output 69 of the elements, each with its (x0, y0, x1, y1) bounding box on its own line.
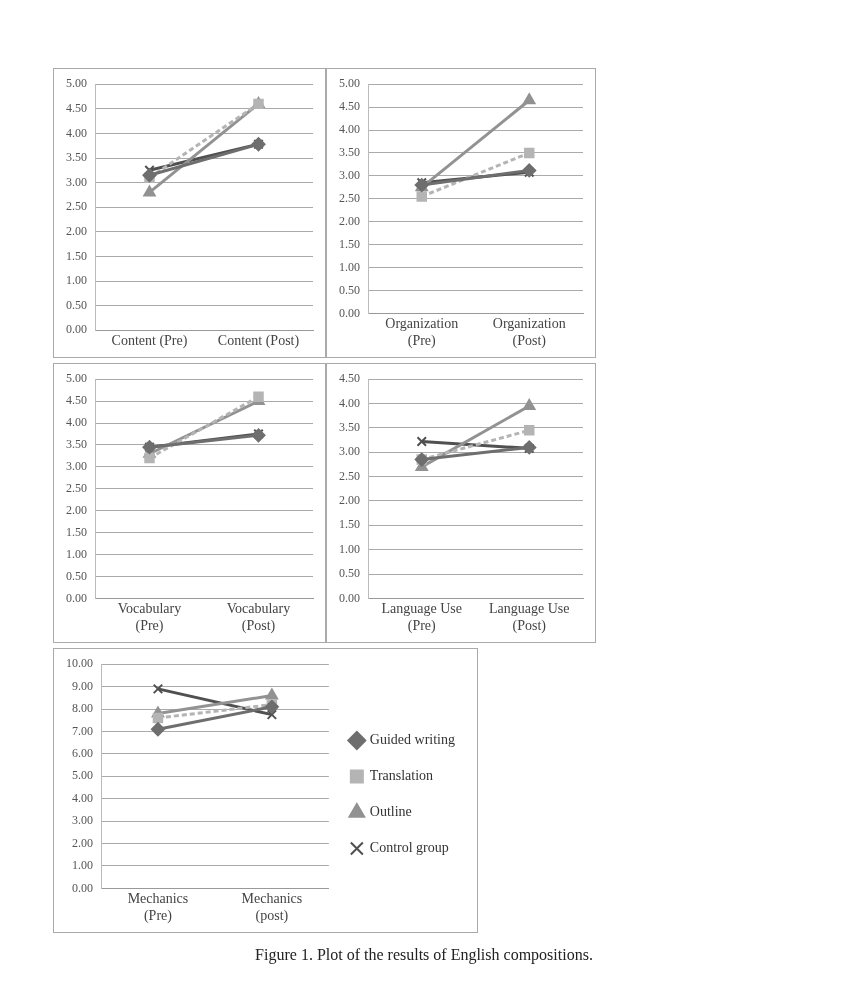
y-tick-label: 6.00 (72, 746, 93, 761)
y-tick-label: 4.50 (339, 371, 360, 386)
y-tick-label: 9.00 (72, 678, 93, 693)
y-tick-label: 0.00 (339, 590, 360, 605)
x-tick-label: Mechanics (post) (241, 891, 303, 925)
y-tick-label: 1.50 (339, 517, 360, 532)
y-tick-label: 2.00 (339, 493, 360, 508)
y-tick-label: 3.00 (66, 459, 87, 474)
x-tick-label: Organization (Pre) (385, 316, 459, 350)
y-tick-label: 0.00 (66, 590, 87, 605)
y-tick-label: 0.00 (339, 305, 360, 320)
y-tick-label: 4.50 (66, 100, 87, 115)
legend-label: Control group (369, 840, 449, 856)
y-tick-label: 2.50 (66, 480, 87, 495)
y-tick-label: 1.00 (339, 259, 360, 274)
x-tick-label: Vocabulary (Pre) (117, 601, 182, 635)
y-tick-label: 5.00 (66, 371, 87, 386)
y-tick-label: 4.00 (339, 395, 360, 410)
y-tick-label: 4.00 (66, 125, 87, 140)
y-tick-label: 4.00 (72, 790, 93, 805)
caption: Figure 1. Plot of the results of English compositions. (254, 946, 594, 964)
x-tick-label: Organization (Post) (492, 316, 566, 350)
y-tick-label: 2.00 (339, 213, 360, 228)
x-tick-label: Language Use (Pre) (381, 601, 462, 635)
y-tick-label: 3.50 (339, 145, 360, 160)
y-tick-label: 0.50 (339, 282, 360, 297)
x-tick-label: Language Use (Post) (489, 601, 570, 635)
y-tick-label: 2.50 (339, 468, 360, 483)
y-tick-label: 3.00 (72, 813, 93, 828)
legend-label: Translation (369, 768, 434, 784)
y-tick-label: 2.00 (72, 835, 93, 850)
y-tick-label: 3.50 (339, 420, 360, 435)
y-tick-label: 3.00 (339, 168, 360, 183)
y-tick-label: 1.50 (66, 248, 87, 263)
y-tick-label: 0.00 (66, 322, 87, 337)
y-tick-label: 0.50 (66, 568, 87, 583)
y-tick-label: 5.00 (72, 768, 93, 783)
x-tick-label: Vocabulary (Post) (226, 601, 291, 635)
y-tick-label: 4.00 (66, 415, 87, 430)
y-tick-label: 1.00 (66, 273, 87, 288)
y-tick-label: 0.50 (339, 566, 360, 581)
y-tick-label: 3.00 (339, 444, 360, 459)
y-tick-label: 1.00 (339, 541, 360, 556)
y-tick-label: 8.00 (72, 701, 93, 716)
x-tick-label: Content (Pre) (111, 333, 188, 350)
y-tick-label: 1.50 (339, 236, 360, 251)
y-tick-label: 2.50 (66, 199, 87, 214)
y-tick-label: 1.50 (66, 524, 87, 539)
y-tick-label: 10.00 (66, 656, 93, 671)
y-tick-label: 2.00 (66, 502, 87, 517)
y-tick-label: 4.50 (339, 99, 360, 114)
legend-label: Guided writing (369, 732, 455, 748)
y-tick-label: 3.00 (66, 174, 87, 189)
x-tick-label: Mechanics (Pre) (127, 891, 189, 925)
y-tick-label: 5.00 (66, 76, 87, 91)
y-tick-label: 4.00 (339, 122, 360, 137)
y-tick-label: 0.50 (66, 297, 87, 312)
y-tick-label: 2.00 (66, 223, 87, 238)
legend-label: Outline (369, 804, 412, 820)
y-tick-label: 4.50 (66, 393, 87, 408)
y-tick-label: 2.50 (339, 190, 360, 205)
y-tick-label: 5.00 (339, 76, 360, 91)
y-tick-label: 0.00 (72, 880, 93, 895)
y-tick-label: 7.00 (72, 723, 93, 738)
y-tick-label: 3.50 (66, 150, 87, 165)
y-tick-label: 3.50 (66, 437, 87, 452)
y-tick-label: 1.00 (66, 546, 87, 561)
y-tick-label: 1.00 (72, 858, 93, 873)
x-tick-label: Content (Post) (217, 333, 300, 350)
